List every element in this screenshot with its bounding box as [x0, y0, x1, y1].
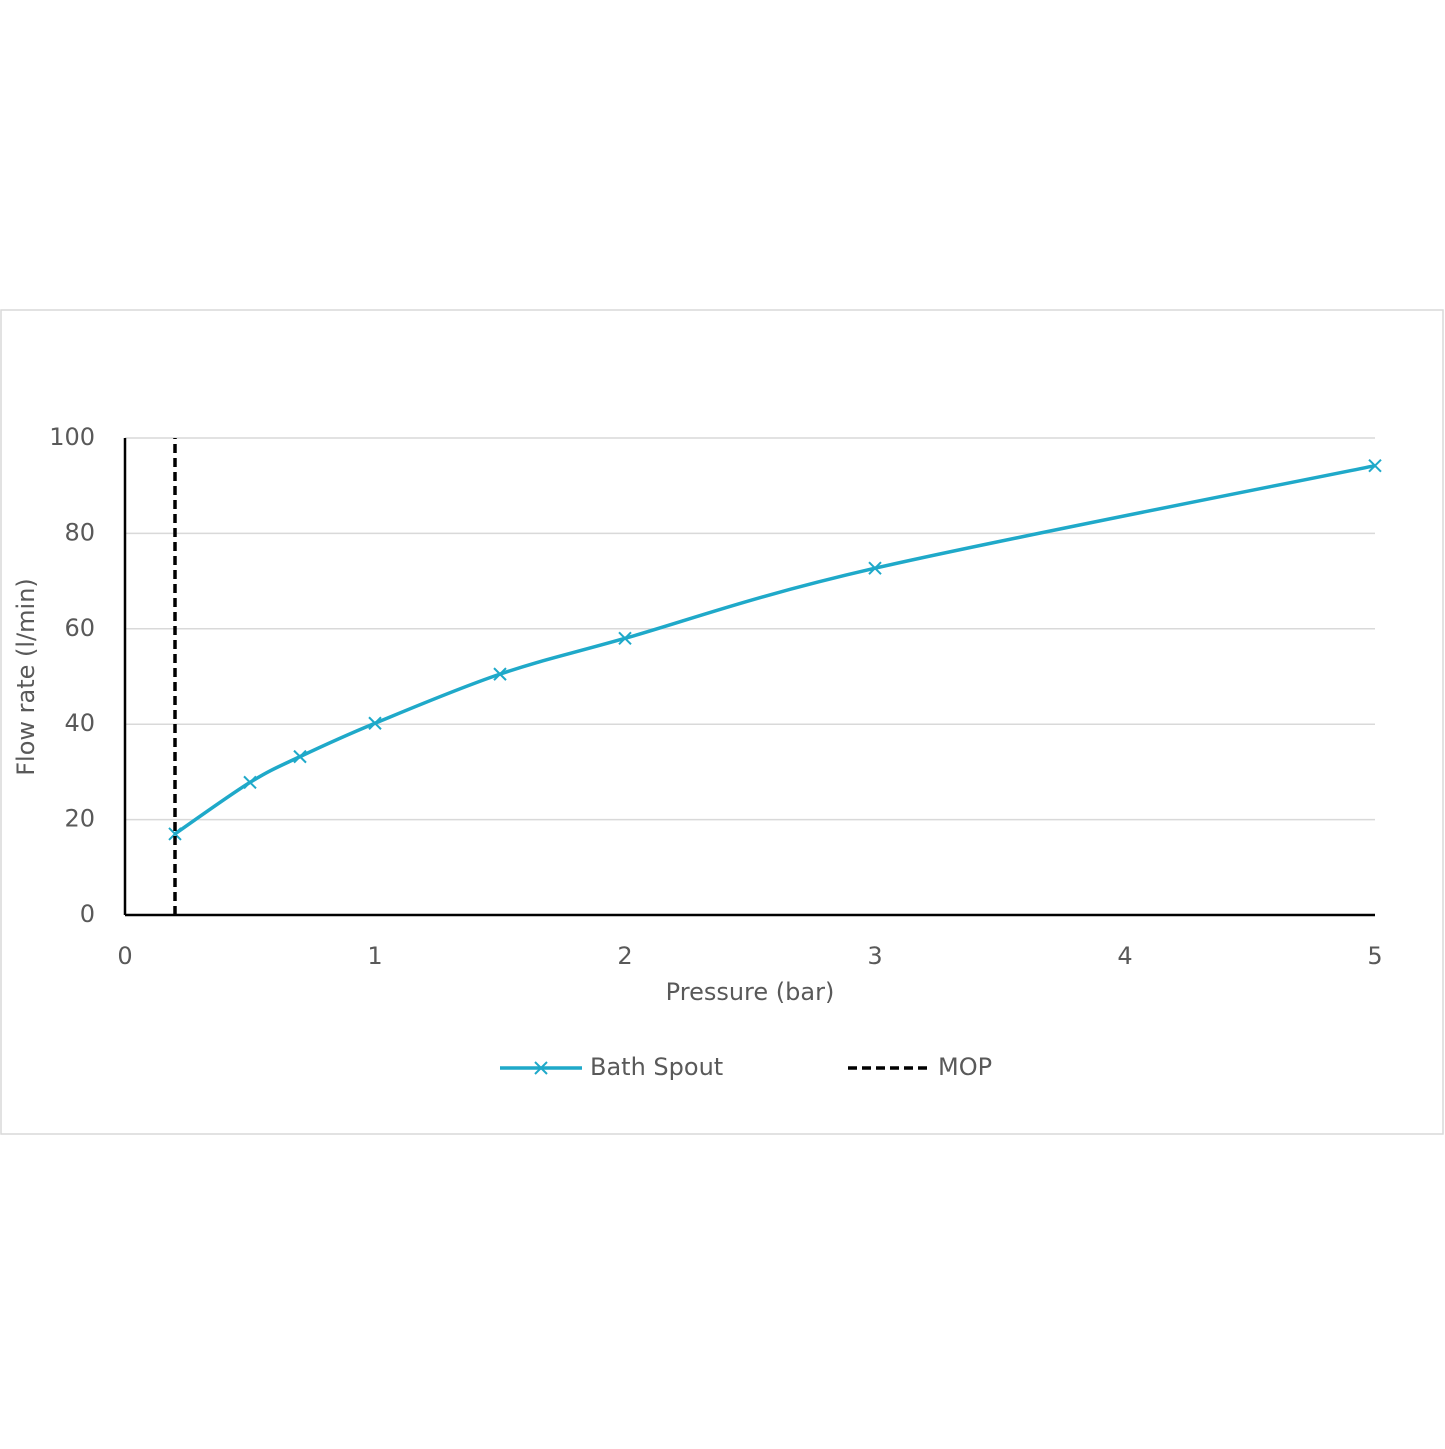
series-line [174, 463, 1376, 836]
y-tick-label: 20 [64, 805, 95, 833]
marker [243, 775, 257, 790]
x-tick-label: 2 [617, 942, 632, 970]
x-tick-label: 4 [1117, 942, 1132, 970]
marker [868, 561, 882, 575]
legend-label: Bath Spout [590, 1053, 723, 1081]
chart-frame [0, 309, 1444, 1135]
marker [368, 716, 382, 730]
legend-label: MOP [938, 1053, 992, 1081]
marker [293, 749, 307, 764]
marker [1368, 458, 1382, 473]
y-axis-title: Flow rate (l/min) [12, 578, 40, 776]
x-tick-label: 3 [867, 942, 882, 970]
legend-marker [534, 1061, 548, 1075]
y-tick-label: 80 [64, 518, 95, 546]
y-tick-label: 0 [80, 900, 95, 928]
x-tick-label: 5 [1367, 942, 1382, 970]
x-axis-title: Pressure (bar) [666, 978, 835, 1006]
x-tick-label: 0 [117, 942, 132, 970]
x-tick-label: 1 [367, 942, 382, 970]
y-tick-label: 40 [64, 709, 95, 737]
marker [618, 631, 632, 646]
marker [168, 827, 182, 841]
marker [493, 667, 507, 681]
y-tick-label: 100 [49, 423, 95, 451]
y-tick-label: 60 [64, 614, 95, 642]
